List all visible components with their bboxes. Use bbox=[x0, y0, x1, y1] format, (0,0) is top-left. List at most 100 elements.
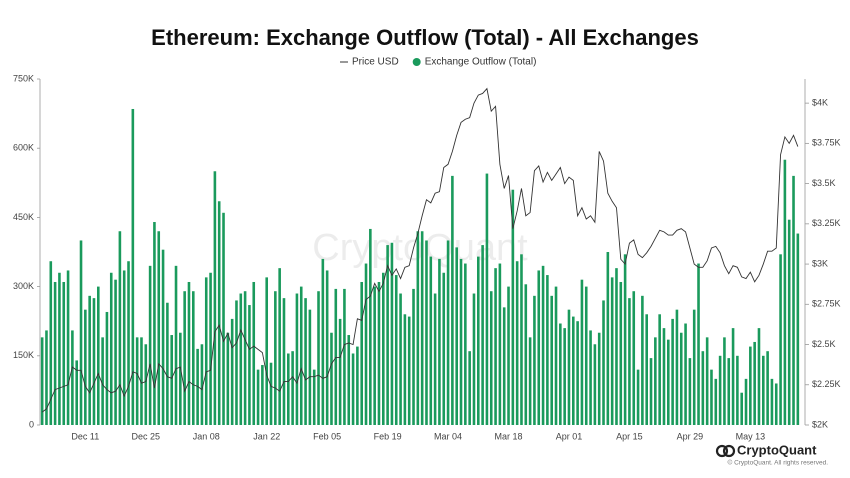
bar bbox=[753, 341, 756, 425]
bar bbox=[127, 261, 130, 425]
bar bbox=[550, 295, 553, 425]
bar bbox=[217, 201, 221, 425]
bar bbox=[360, 281, 363, 425]
y2-tick-label: $4K bbox=[812, 98, 828, 108]
bar bbox=[84, 309, 87, 425]
bar bbox=[757, 328, 761, 425]
bar bbox=[325, 270, 329, 425]
bar bbox=[472, 293, 476, 425]
bar bbox=[321, 258, 325, 425]
bar bbox=[369, 228, 372, 425]
bar bbox=[736, 355, 739, 425]
bar bbox=[792, 175, 795, 425]
bar bbox=[589, 330, 592, 425]
bar bbox=[364, 263, 368, 425]
bar bbox=[489, 291, 493, 425]
bar bbox=[183, 291, 186, 425]
x-tick-label: Apr 15 bbox=[616, 431, 643, 441]
bar bbox=[697, 263, 700, 425]
x-tick-label: Jan 08 bbox=[193, 431, 220, 441]
x-tick-label: Dec 11 bbox=[71, 431, 99, 441]
bar bbox=[295, 293, 299, 425]
bar bbox=[641, 295, 644, 425]
bar bbox=[662, 328, 666, 425]
bar bbox=[718, 355, 722, 425]
bar bbox=[787, 219, 791, 425]
bar bbox=[580, 279, 584, 425]
y2-tick-label: $2K bbox=[812, 419, 828, 429]
bar bbox=[477, 256, 480, 425]
bar bbox=[524, 284, 528, 425]
bar bbox=[632, 291, 636, 425]
bar bbox=[770, 378, 774, 425]
bar bbox=[468, 351, 471, 425]
bar bbox=[62, 281, 66, 425]
bar bbox=[170, 335, 173, 425]
bar bbox=[105, 311, 109, 425]
y-tick-label: 300K bbox=[13, 281, 34, 291]
bar bbox=[766, 351, 769, 425]
bar bbox=[649, 358, 653, 425]
bar bbox=[45, 330, 48, 425]
y2-tick-label: $3K bbox=[812, 258, 828, 268]
y-tick-label: 0 bbox=[29, 419, 34, 429]
bar bbox=[88, 295, 91, 425]
bar bbox=[628, 298, 631, 425]
bar bbox=[498, 263, 502, 425]
bar bbox=[679, 332, 683, 425]
bar bbox=[109, 272, 113, 425]
bar bbox=[71, 330, 74, 425]
bar bbox=[779, 254, 782, 425]
bar bbox=[222, 212, 225, 425]
bar bbox=[140, 337, 143, 425]
bar bbox=[347, 335, 351, 425]
bar bbox=[144, 344, 148, 425]
bar bbox=[213, 171, 217, 425]
bar bbox=[356, 346, 359, 425]
bar bbox=[774, 383, 778, 425]
bar bbox=[287, 353, 290, 425]
bar bbox=[658, 314, 661, 425]
bar bbox=[494, 268, 497, 425]
bar bbox=[645, 314, 648, 425]
bar bbox=[334, 288, 338, 425]
bar bbox=[187, 281, 191, 425]
bar bbox=[135, 337, 139, 425]
bar bbox=[386, 245, 389, 425]
x-tick-label: Apr 29 bbox=[677, 431, 704, 441]
bar bbox=[351, 353, 355, 425]
bar bbox=[723, 337, 726, 425]
bar bbox=[749, 346, 752, 425]
bar bbox=[584, 286, 588, 425]
bar bbox=[619, 281, 623, 425]
bar bbox=[131, 108, 135, 425]
bar bbox=[230, 318, 234, 425]
bar bbox=[701, 351, 705, 425]
bar bbox=[464, 263, 467, 425]
bar bbox=[338, 318, 342, 425]
watermark: CryptoQuant bbox=[312, 227, 528, 269]
bar bbox=[261, 365, 264, 425]
bar bbox=[252, 281, 256, 425]
y2-tick-label: $3.75K bbox=[812, 138, 841, 148]
bar bbox=[710, 369, 713, 425]
bar bbox=[66, 270, 70, 425]
bar bbox=[705, 337, 709, 425]
bar bbox=[420, 231, 424, 425]
bar bbox=[101, 337, 104, 425]
bar bbox=[58, 272, 61, 425]
bar bbox=[537, 270, 541, 425]
bar bbox=[407, 316, 411, 425]
bar bbox=[675, 309, 679, 425]
bar bbox=[269, 362, 273, 425]
legend-label: Exchange Outflow (Total) bbox=[425, 57, 537, 68]
bar bbox=[330, 332, 333, 425]
bar bbox=[179, 332, 182, 425]
bar bbox=[166, 302, 169, 425]
bar bbox=[235, 300, 238, 425]
x-tick-label: Apr 01 bbox=[556, 431, 583, 441]
bar bbox=[312, 369, 316, 425]
bar bbox=[762, 355, 765, 425]
bar bbox=[304, 298, 307, 425]
bar bbox=[520, 254, 523, 425]
